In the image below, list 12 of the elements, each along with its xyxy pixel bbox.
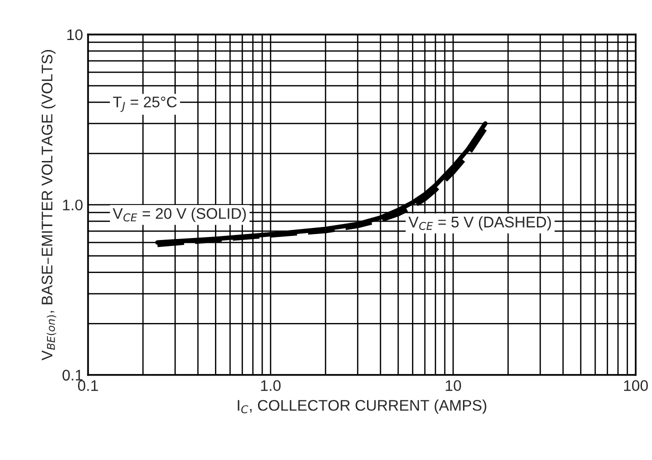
annotation: T$_{J}$ = 25°C xyxy=(113,96,177,112)
x-tick-label: 10 xyxy=(446,380,462,391)
y-axis-title: V$_{BE(on)}$, BASE–EMITTER VOLTAGE (VOLTS) xyxy=(41,50,56,360)
x-tick-label: 100 xyxy=(624,380,648,391)
series-label: V$_{CE}$ = 20 V (SOLID) xyxy=(112,208,246,222)
x-tick-label: 1.0 xyxy=(261,380,281,391)
y-tick-label: 0.1 xyxy=(62,370,82,381)
series-label: V$_{CE}$ = 5 V (DASHED) xyxy=(408,216,551,230)
x-axis-title: I$_{C}$, COLLECTOR CURRENT (AMPS) xyxy=(238,400,486,414)
x-tick-label: 0.1 xyxy=(78,380,98,391)
y-tick-label: 10 xyxy=(67,29,83,40)
y-tick-label: 1.0 xyxy=(63,200,83,210)
